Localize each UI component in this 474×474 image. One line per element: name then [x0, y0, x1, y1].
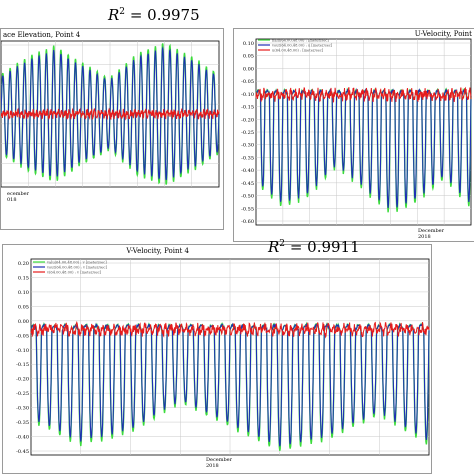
y-tick-label: -0.35 — [241, 155, 254, 161]
y-tick-label: -0.55 — [241, 206, 254, 212]
plot-area: 0.10 0.05 0.00 -0.05 -0.10 -0.15 -0.20 -0.25 -0.… — [241, 39, 472, 226]
chart-v-velocity: 0.20 0.15 0.10 0.05 0.00 -0.05 -0.10 -0.15 -0.20… — [2, 244, 432, 474]
y-tick-label: -0.20 — [16, 377, 29, 383]
legend-entry-label: valu(64.00,48.00) : v [meter/sec] — [46, 261, 107, 265]
y-tick-label: -0.45 — [241, 181, 254, 187]
x-axis-label: December — [418, 228, 445, 234]
legend-entry-label: v(64.00,48.00) : v [meter/sec] — [46, 271, 102, 275]
series-residual-line — [1, 107, 220, 121]
y-tick-label: -0.15 — [241, 105, 254, 111]
y-tick-label: -0.35 — [16, 420, 29, 426]
legend-entry-label: u(64.00,48.00) : [meter/sec] — [272, 49, 324, 53]
y-tick-label: -0.40 — [16, 435, 29, 441]
r2-top-value: = 0.9975 — [129, 6, 200, 24]
y-tick-label: 0.00 — [243, 66, 254, 72]
series-residual-line — [255, 86, 472, 103]
x-axis-year-label: 018 — [7, 197, 17, 203]
y-tick-label: 0.20 — [18, 261, 29, 267]
y-tick-label: -0.10 — [241, 92, 254, 98]
plot-area — [1, 40, 220, 188]
y-tick-label: -0.25 — [241, 130, 254, 136]
chart-title: ace Elevation, Point 4 — [3, 31, 81, 39]
legend-entry-label: vout(64.00,48.00) : v [meter/sec] — [46, 266, 108, 270]
y-tick-label: -0.05 — [16, 333, 29, 339]
x-axis-label: ecember — [7, 191, 30, 197]
y-tick-label: 0.15 — [18, 275, 29, 281]
plot-area: 0.20 0.15 0.10 0.05 0.00 -0.05 -0.10 -0.15 -0.20… — [16, 258, 430, 456]
y-tick-label: -0.50 — [241, 194, 254, 200]
y-tick-label: 0.10 — [243, 41, 254, 47]
y-tick-label: -0.30 — [16, 406, 29, 412]
legend-entry-label: vout(64.00,48.00) : u [meter/sec] — [271, 44, 333, 48]
chart-title: V-Velocity, Point 4 — [125, 247, 189, 255]
chart-surface-elevation: ace Elevation, Point 4 ecember 018 — [0, 28, 224, 230]
r2-bottom-symbol: R — [268, 238, 280, 256]
r2-annotation-bottom: R2 = 0.9911 — [268, 238, 360, 256]
y-tick-label: 0.00 — [18, 319, 29, 325]
r2-annotation-top: R2 = 0.9975 — [108, 6, 200, 24]
y-tick-label: -0.05 — [241, 79, 254, 85]
chart-u-velocity: 0.10 0.05 0.00 -0.05 -0.10 -0.15 -0.20 -0.25 -0.… — [233, 28, 474, 242]
y-tick-label: -0.40 — [241, 168, 254, 174]
y-tick-label: 0.05 — [18, 304, 29, 310]
chart-u-velocity-svg: 0.10 0.05 0.00 -0.05 -0.10 -0.15 -0.20 -0.25 -0.… — [241, 30, 472, 240]
y-tick-label: -0.10 — [16, 348, 29, 354]
y-tick-label: -0.20 — [241, 117, 254, 123]
x-axis-label: December — [206, 457, 233, 463]
y-tick-label: -0.15 — [16, 362, 29, 368]
legend-entry-label: nalu(64.00,48.00) : [meter/sec] — [272, 39, 329, 43]
y-tick-label: -0.45 — [16, 449, 29, 455]
y-tick-label: 0.10 — [18, 290, 29, 296]
series-residual-line — [30, 320, 430, 339]
y-tick-label: -0.60 — [241, 219, 254, 225]
x-axis-year-label: 2018 — [206, 463, 219, 469]
chart-v-velocity-svg: 0.20 0.15 0.10 0.05 0.00 -0.05 -0.10 -0.15 -0.20… — [16, 247, 430, 469]
r2-top-symbol: R — [108, 6, 120, 24]
r2-bottom-value: = 0.9911 — [289, 238, 360, 256]
y-tick-label: 0.05 — [243, 54, 254, 60]
x-axis-year-label: 2018 — [418, 234, 431, 240]
y-tick-label: -0.25 — [16, 391, 29, 397]
y-tick-label: -0.30 — [241, 143, 254, 149]
chart-title: U-Velocity, Point — [415, 30, 472, 38]
